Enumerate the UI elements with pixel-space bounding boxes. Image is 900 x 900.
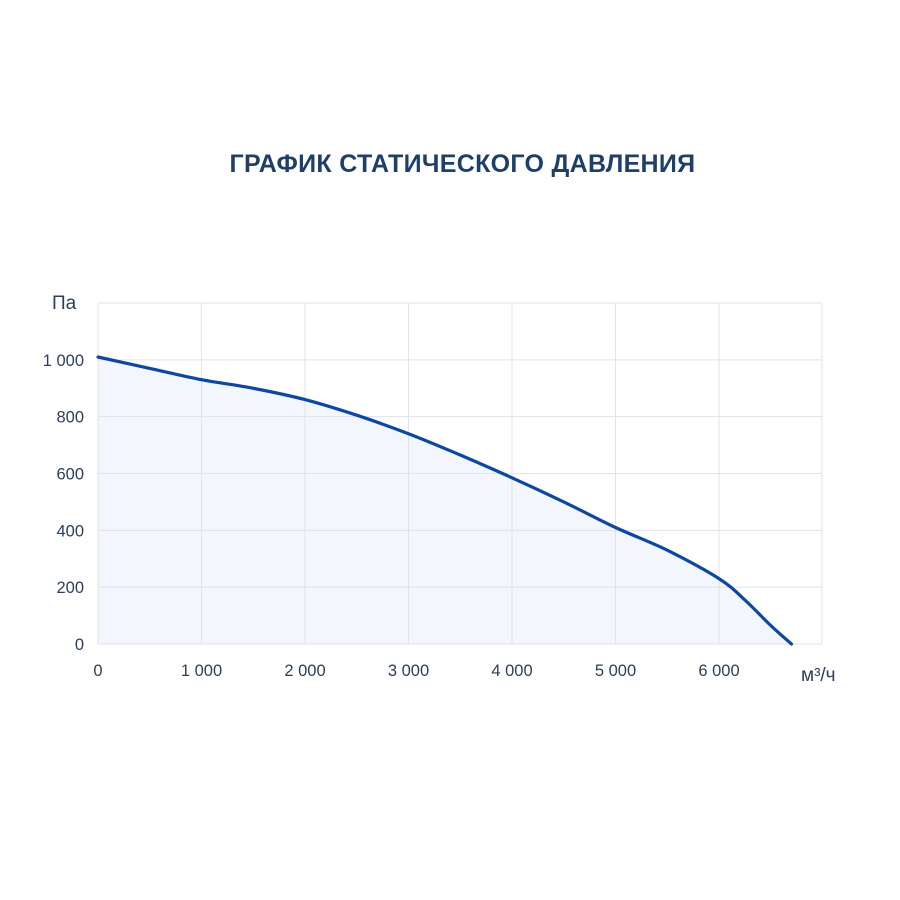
series-line	[96, 355, 794, 646]
grid	[97, 302, 823, 645]
tick-labels: 0 200 400 600 800 1 000 0 1 000 2 000 3 000 4 000 5…	[43, 352, 740, 680]
y-axis-label: Па	[52, 293, 77, 314]
x-tick-label: 2 000	[284, 662, 325, 680]
chart-title: ГРАФИК СТАТИЧЕСКОГО ДАВЛЕНИЯ	[229, 150, 696, 178]
y-tick-label: 800	[56, 409, 84, 427]
y-tick-label: 600	[56, 466, 84, 484]
y-tick-label: 1 000	[43, 352, 84, 370]
x-axis-label: м³/ч	[801, 665, 836, 686]
x-tick-label: 3 000	[388, 662, 429, 680]
area-fill	[98, 357, 792, 644]
y-tick-label: 0	[75, 636, 84, 654]
y-tick-label: 200	[56, 579, 84, 597]
x-tick-label: 1 000	[181, 662, 222, 680]
x-tick-label: 0	[93, 662, 102, 680]
x-tick-label: 5 000	[595, 662, 636, 680]
x-tick-label: 6 000	[698, 662, 739, 680]
y-tick-label: 400	[56, 522, 84, 540]
x-tick-label: 4 000	[491, 662, 532, 680]
